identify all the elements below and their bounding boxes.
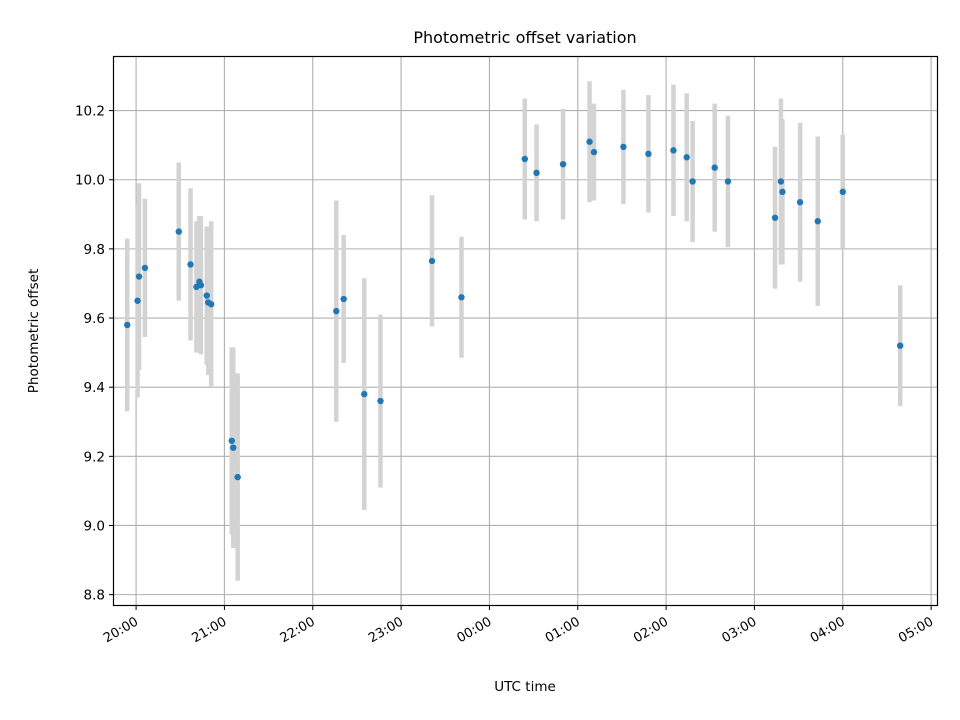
data-point <box>683 154 690 161</box>
data-point <box>361 390 368 398</box>
data-point <box>187 261 194 268</box>
y-tick-label: 9.6 <box>84 311 105 327</box>
plot-frame <box>112 55 939 607</box>
data-point <box>586 138 593 145</box>
data-point <box>559 160 567 168</box>
data-point <box>779 188 786 196</box>
data-points <box>124 138 904 481</box>
data-point <box>839 188 846 196</box>
data-point <box>711 164 718 171</box>
data-point <box>590 148 598 156</box>
y-tick-label: 9.0 <box>84 518 105 534</box>
data-point <box>521 155 528 163</box>
data-point <box>689 178 696 185</box>
data-point <box>377 397 384 405</box>
data-point <box>203 292 210 299</box>
data-point <box>230 444 237 451</box>
data-point <box>175 228 182 235</box>
data-point <box>340 295 347 303</box>
data-point <box>141 264 149 272</box>
data-point <box>135 273 143 280</box>
y-tick-label: 10.2 <box>75 104 105 120</box>
data-point <box>796 199 804 206</box>
x-axis-label: UTC time <box>494 679 556 695</box>
data-point <box>197 281 205 289</box>
y-tick-label: 9.4 <box>84 380 105 396</box>
data-point <box>533 169 540 177</box>
data-point <box>134 297 141 304</box>
data-point <box>814 218 821 225</box>
y-axis-ticks: 8.8 9.0 9.2 9.4 9.6 9.8 10.0 10.2 <box>75 104 114 604</box>
y-tick-label: 9.8 <box>84 242 105 258</box>
data-point <box>670 147 677 154</box>
data-point <box>771 214 779 221</box>
chart-title: Photometric offset variation <box>413 28 636 47</box>
data-point <box>124 321 131 329</box>
data-point <box>458 294 465 301</box>
data-point <box>724 178 732 185</box>
data-point <box>645 150 652 158</box>
data-point <box>333 307 340 315</box>
y-axis-label: Photometric offset <box>26 269 42 393</box>
data-point <box>207 301 215 308</box>
y-tick-label: 8.8 <box>84 588 105 604</box>
data-point <box>428 257 436 265</box>
data-point <box>228 437 235 444</box>
data-point <box>234 473 241 481</box>
data-point <box>777 178 785 185</box>
y-tick-label: 10.0 <box>75 173 105 189</box>
data-point <box>896 342 904 349</box>
y-tick-label: 9.2 <box>84 449 105 465</box>
data-point <box>620 143 627 151</box>
